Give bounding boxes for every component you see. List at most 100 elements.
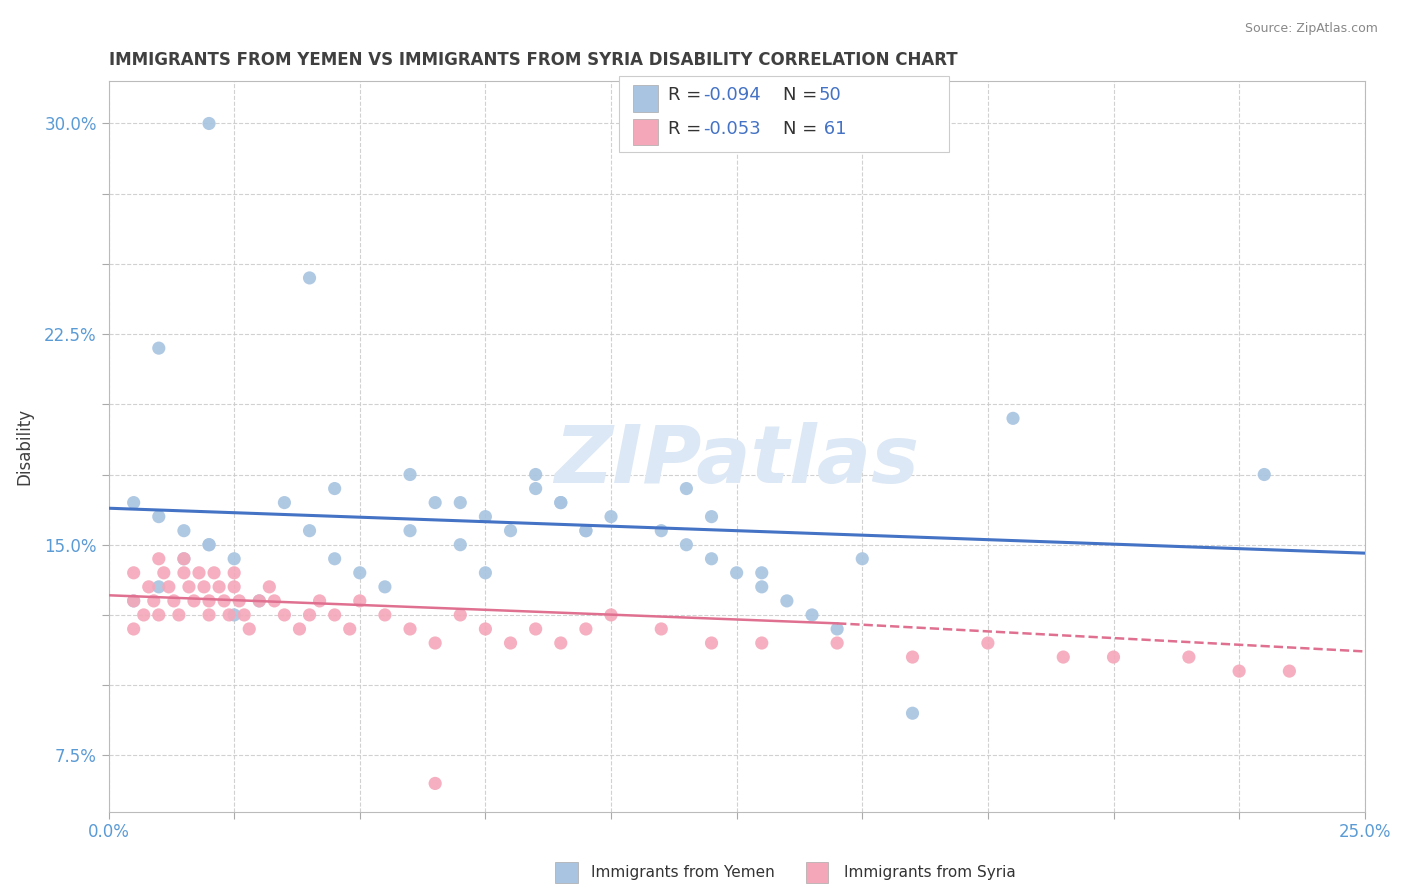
Point bbox=[298, 271, 321, 285]
Point bbox=[650, 524, 672, 538]
Point bbox=[575, 622, 598, 636]
Point bbox=[188, 566, 211, 580]
Point bbox=[349, 594, 371, 608]
Point bbox=[218, 607, 240, 622]
Text: 50: 50 bbox=[818, 87, 841, 104]
Point bbox=[550, 636, 572, 650]
Point bbox=[776, 594, 799, 608]
Point bbox=[148, 607, 170, 622]
Point bbox=[339, 622, 361, 636]
Point bbox=[193, 580, 215, 594]
Point bbox=[198, 594, 221, 608]
Point bbox=[524, 467, 547, 482]
Point bbox=[298, 607, 321, 622]
Point bbox=[600, 607, 623, 622]
Point bbox=[1278, 664, 1301, 678]
Point bbox=[173, 566, 195, 580]
Point bbox=[399, 622, 422, 636]
Point bbox=[751, 580, 773, 594]
Point bbox=[323, 607, 346, 622]
Point bbox=[208, 580, 231, 594]
Point bbox=[901, 706, 924, 721]
Point bbox=[202, 566, 225, 580]
Point bbox=[851, 551, 873, 566]
Point bbox=[224, 566, 246, 580]
Point bbox=[474, 622, 496, 636]
Point bbox=[224, 551, 246, 566]
Point bbox=[524, 622, 547, 636]
Point bbox=[122, 566, 145, 580]
Text: Source: ZipAtlas.com: Source: ZipAtlas.com bbox=[1244, 22, 1378, 36]
Point bbox=[825, 622, 848, 636]
Point bbox=[298, 524, 321, 538]
Point bbox=[122, 495, 145, 509]
Point bbox=[1052, 650, 1074, 665]
Text: Immigrants from Syria: Immigrants from Syria bbox=[844, 865, 1015, 880]
Point bbox=[751, 636, 773, 650]
Point bbox=[247, 594, 270, 608]
Point bbox=[1253, 467, 1275, 482]
Point bbox=[575, 524, 598, 538]
Point bbox=[499, 524, 522, 538]
Point bbox=[374, 607, 396, 622]
Point bbox=[675, 538, 697, 552]
Point bbox=[650, 622, 672, 636]
Point bbox=[173, 551, 195, 566]
Text: IMMIGRANTS FROM YEMEN VS IMMIGRANTS FROM SYRIA DISABILITY CORRELATION CHART: IMMIGRANTS FROM YEMEN VS IMMIGRANTS FROM… bbox=[108, 51, 957, 69]
Point bbox=[173, 551, 195, 566]
Point bbox=[399, 524, 422, 538]
Point bbox=[183, 594, 205, 608]
Point bbox=[423, 495, 446, 509]
Point bbox=[423, 636, 446, 650]
Point bbox=[323, 551, 346, 566]
Point bbox=[198, 538, 221, 552]
Point bbox=[198, 607, 221, 622]
Point bbox=[148, 580, 170, 594]
Point bbox=[148, 551, 170, 566]
Point bbox=[163, 594, 186, 608]
Text: R =: R = bbox=[668, 87, 707, 104]
Point bbox=[751, 566, 773, 580]
Point bbox=[349, 566, 371, 580]
Point bbox=[977, 636, 1000, 650]
Point bbox=[675, 482, 697, 496]
Point bbox=[247, 594, 270, 608]
Point bbox=[801, 607, 824, 622]
Point bbox=[273, 607, 295, 622]
Point bbox=[308, 594, 330, 608]
Point bbox=[142, 594, 165, 608]
Text: ZIPatlas: ZIPatlas bbox=[554, 422, 920, 500]
Point bbox=[148, 341, 170, 355]
Point bbox=[524, 482, 547, 496]
Point bbox=[901, 650, 924, 665]
Point bbox=[550, 495, 572, 509]
Point bbox=[1102, 650, 1125, 665]
Text: -0.094: -0.094 bbox=[703, 87, 761, 104]
Point bbox=[700, 509, 723, 524]
Point bbox=[499, 636, 522, 650]
Point bbox=[423, 776, 446, 790]
Point bbox=[550, 495, 572, 509]
Point bbox=[228, 594, 250, 608]
Point bbox=[700, 636, 723, 650]
Text: Immigrants from Yemen: Immigrants from Yemen bbox=[591, 865, 775, 880]
Point bbox=[474, 509, 496, 524]
Point bbox=[725, 566, 748, 580]
Point bbox=[238, 622, 260, 636]
Point bbox=[132, 607, 155, 622]
Point bbox=[273, 495, 295, 509]
Text: N =: N = bbox=[783, 87, 823, 104]
Point bbox=[224, 580, 246, 594]
Point bbox=[167, 607, 190, 622]
Y-axis label: Disability: Disability bbox=[15, 408, 32, 485]
Point bbox=[263, 594, 285, 608]
Point bbox=[449, 538, 471, 552]
Point bbox=[1001, 411, 1024, 425]
Text: 61: 61 bbox=[818, 120, 846, 138]
Point bbox=[1227, 664, 1250, 678]
Point bbox=[173, 524, 195, 538]
Point bbox=[449, 607, 471, 622]
Point bbox=[474, 566, 496, 580]
Point bbox=[177, 580, 200, 594]
Point bbox=[233, 607, 256, 622]
